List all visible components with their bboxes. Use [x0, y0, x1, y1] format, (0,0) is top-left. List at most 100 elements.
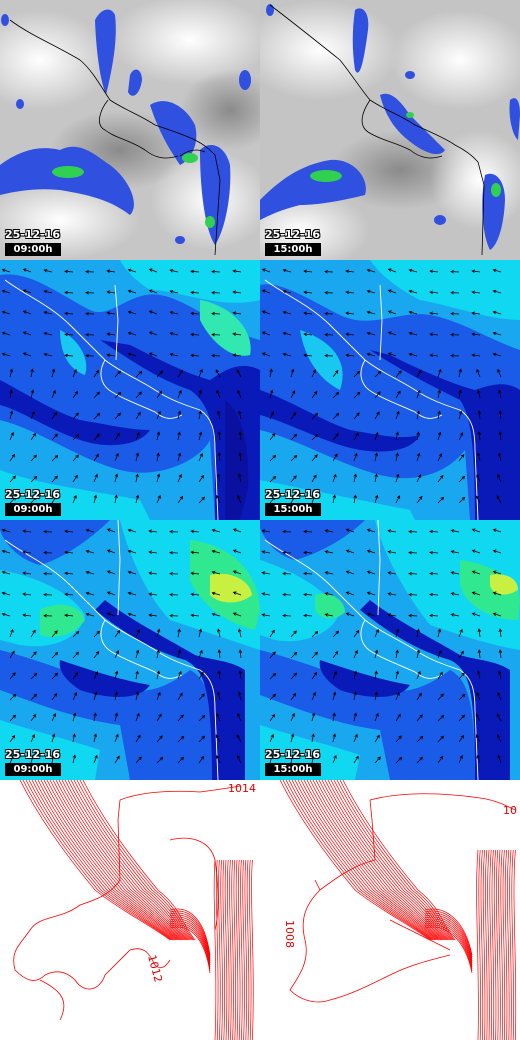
wind-arrow-icon	[290, 712, 295, 722]
wind-arrow-icon	[437, 628, 442, 638]
wind-arrow-icon	[476, 368, 481, 378]
wind-arrow-icon	[106, 591, 116, 596]
wind-arrow-icon	[366, 268, 376, 273]
wind-arrow-icon	[43, 613, 53, 618]
wind-arrow-icon	[85, 269, 95, 274]
wind-arrow-icon	[211, 612, 221, 617]
wind-arrow-icon	[429, 332, 439, 337]
wind-arrow-icon	[217, 628, 221, 638]
wind-arrow-icon	[93, 671, 98, 680]
wind-arrow-icon	[332, 453, 338, 462]
wind-arrow-icon	[311, 494, 316, 504]
coastline	[4, 279, 219, 520]
wind-arrow-icon	[303, 353, 313, 358]
wind-arrow-icon	[353, 733, 358, 743]
wind-arrow-icon	[232, 591, 242, 596]
wind-arrow-icon	[408, 268, 418, 273]
isobar-line	[500, 849, 503, 1040]
wind-arrow-icon	[169, 311, 179, 315]
wind-arrow-icon	[51, 754, 55, 764]
wind-arrow-icon	[437, 649, 442, 659]
wind-arrow-icon	[1, 289, 11, 294]
wind-arrow-icon	[492, 352, 502, 357]
wind-arrow-icon	[237, 712, 242, 722]
wind-arrow-icon	[475, 495, 481, 504]
wind-arrow-icon	[237, 494, 242, 504]
wind-arrow-icon	[374, 494, 379, 504]
wind-map	[0, 260, 260, 520]
wind-arrow-icon	[395, 370, 402, 378]
wind-arrow-icon	[177, 735, 185, 743]
wind-arrow-icon	[261, 331, 271, 336]
wind-arrow-icon	[450, 269, 460, 274]
wind-arrow-icon	[72, 412, 79, 420]
wind-arrow-icon	[429, 613, 439, 618]
wind-arrow-icon	[437, 735, 445, 743]
wind-arrow-icon	[387, 268, 397, 273]
isobar-line	[246, 859, 250, 1040]
wind-arrow-icon	[324, 529, 334, 533]
wind-arrow-icon	[64, 269, 74, 274]
wind-arrow-icon	[30, 734, 35, 743]
isobar-line	[235, 859, 239, 1040]
wind-arrow-icon	[269, 733, 274, 743]
satellite-map	[0, 0, 260, 260]
wind-arrow-icon	[22, 352, 32, 357]
isobar-line	[297, 780, 438, 941]
wind-arrow-icon	[374, 452, 378, 462]
wind-arrow-icon	[429, 529, 439, 534]
wind-arrow-icon	[177, 410, 182, 420]
isobar-line	[509, 849, 512, 1040]
wind-arrow-icon	[135, 391, 142, 399]
isobar-line	[169, 924, 211, 972]
wind-arrow-icon	[64, 571, 74, 576]
wind-arrow-icon	[290, 651, 298, 659]
wind-arrow-icon	[290, 495, 296, 504]
wind-arrow-icon	[190, 290, 200, 295]
wind-arrow-icon	[303, 571, 313, 576]
wind-arrow-icon	[269, 672, 277, 680]
wind-arrow-icon	[311, 630, 319, 638]
wind-arrow-icon	[324, 353, 334, 358]
isobar-line	[242, 859, 245, 1040]
wind-arrow-icon	[416, 389, 421, 399]
wind-arrow-icon	[332, 369, 339, 378]
heavy-precipitation	[52, 153, 215, 228]
wind-arrow-icon	[114, 391, 122, 399]
wind-arrow-icon	[408, 310, 418, 315]
wind-arrow-icon	[416, 628, 420, 638]
wind-arrow-icon	[135, 473, 139, 483]
wind-arrow-icon	[416, 756, 424, 764]
wind-arrow-icon	[324, 550, 334, 554]
wind-arrow-icon	[114, 452, 119, 462]
wind-arrow-icon	[437, 431, 442, 441]
wind-arrow-icon	[492, 570, 502, 575]
wind-arrow-icon	[217, 431, 222, 441]
wind-arrow-icon	[374, 411, 380, 420]
wind-arrow-icon	[72, 433, 80, 441]
wind-arrow-icon	[114, 432, 120, 441]
wind-arrow-icon	[429, 311, 439, 316]
wind-arrow-icon	[1, 310, 11, 315]
wind-arrow-icon	[395, 452, 399, 462]
wind-arrow-icon	[395, 495, 401, 504]
wind-arrow-icon	[498, 389, 502, 399]
isobar-line	[312, 780, 444, 941]
wind-arrow-icon	[477, 389, 481, 399]
wind-arrow-icon	[269, 411, 275, 420]
date-label: 25-12-16	[5, 228, 61, 241]
wind-arrow-icon	[395, 735, 402, 743]
satellite-map	[260, 0, 520, 260]
coastline	[264, 279, 479, 520]
isobar-line	[424, 924, 473, 972]
wind-arrow-icon	[498, 628, 503, 638]
wind-arrow-icon	[429, 290, 439, 295]
wind-arrow-icon	[156, 713, 162, 722]
isobar-line	[502, 849, 506, 1040]
isobar-line	[504, 849, 508, 1040]
wind-arrow-icon	[311, 671, 318, 680]
wind-arrow-icon	[177, 495, 184, 504]
wind-arrow-icon	[198, 389, 203, 399]
wind-arrow-icon	[190, 353, 200, 358]
wind-arrow-icon	[492, 331, 502, 336]
